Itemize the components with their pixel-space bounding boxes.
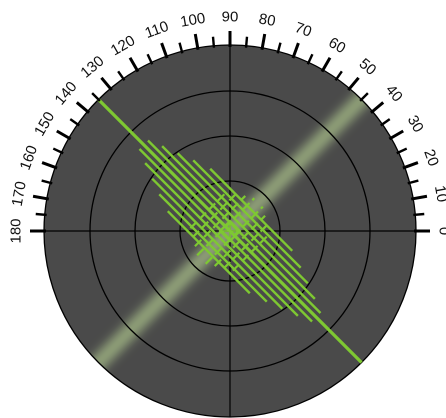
minor-tick <box>413 212 425 217</box>
highlight-hatch <box>191 192 238 239</box>
highlight-center-diamond <box>218 219 242 243</box>
highlight-hatch <box>222 223 269 270</box>
angle-label-60: 60 <box>326 34 349 57</box>
angle-label-150: 150 <box>31 109 58 139</box>
angle-label-120: 120 <box>108 32 138 59</box>
angle-label-40: 40 <box>382 82 406 106</box>
highlight-hatch <box>232 233 271 272</box>
highlight-stripe <box>144 162 299 317</box>
highlight-hatch <box>213 214 266 267</box>
major-tick <box>41 161 58 170</box>
angle-label-110: 110 <box>143 18 171 42</box>
minor-tick <box>244 36 249 48</box>
highlight-stripe <box>166 210 251 295</box>
highlight-hatch <box>189 190 228 229</box>
major-tick <box>32 194 50 201</box>
minor-tick <box>211 36 216 48</box>
highlight-stripe <box>161 145 316 300</box>
angle-label-50: 50 <box>356 55 380 79</box>
major-tick <box>56 129 72 141</box>
angle-label-20: 20 <box>420 147 442 168</box>
angle-label-180: 180 <box>8 218 25 243</box>
highlight-stripe <box>209 167 294 252</box>
minor-tick <box>41 179 53 185</box>
minor-tick <box>306 53 314 65</box>
angle-label-80: 80 <box>257 10 276 30</box>
major-tick <box>160 42 169 59</box>
major-tick <box>369 101 385 114</box>
minor-tick <box>69 118 80 127</box>
minor-tick <box>52 147 64 155</box>
major-tick <box>347 76 360 92</box>
highlight-stripe <box>192 159 302 269</box>
highlight-stripe <box>158 193 268 303</box>
major-tick <box>75 101 91 114</box>
minor-tick <box>178 42 184 54</box>
angle-label-10: 10 <box>431 184 446 203</box>
minor-tick <box>35 212 47 217</box>
angle-label-170: 170 <box>9 180 30 208</box>
minor-tick <box>276 42 282 54</box>
major-tick <box>402 161 419 170</box>
angle-ticks <box>30 31 430 233</box>
minor-tick <box>334 70 343 81</box>
angle-label-30: 30 <box>404 113 427 136</box>
angle-label-140: 140 <box>52 78 81 108</box>
minor-tick <box>146 53 154 65</box>
angle-label-70: 70 <box>292 19 313 41</box>
highlight-stripe <box>151 177 284 310</box>
highlight-hatch <box>194 195 247 248</box>
major-tick <box>410 194 428 201</box>
minor-tick <box>91 92 101 102</box>
highlight-stripe <box>176 152 309 285</box>
highlight-pattern <box>97 98 363 364</box>
minor-tick <box>380 118 391 127</box>
major-tick <box>128 57 140 73</box>
angle-label-90: 90 <box>222 9 239 26</box>
angle-label-100: 100 <box>179 10 207 31</box>
minor-tick <box>407 179 419 185</box>
angle-label-160: 160 <box>17 143 42 172</box>
angle-label-0: 0 <box>436 227 446 235</box>
major-tick <box>100 76 113 92</box>
major-tick <box>388 129 404 141</box>
minor-tick <box>396 147 408 155</box>
major-tick <box>260 33 267 51</box>
minor-tick <box>117 70 126 81</box>
major-tick <box>193 33 200 51</box>
major-tick <box>320 57 332 73</box>
major-tick <box>291 42 300 59</box>
minor-tick <box>359 92 369 102</box>
angle-label-130: 130 <box>77 53 107 82</box>
